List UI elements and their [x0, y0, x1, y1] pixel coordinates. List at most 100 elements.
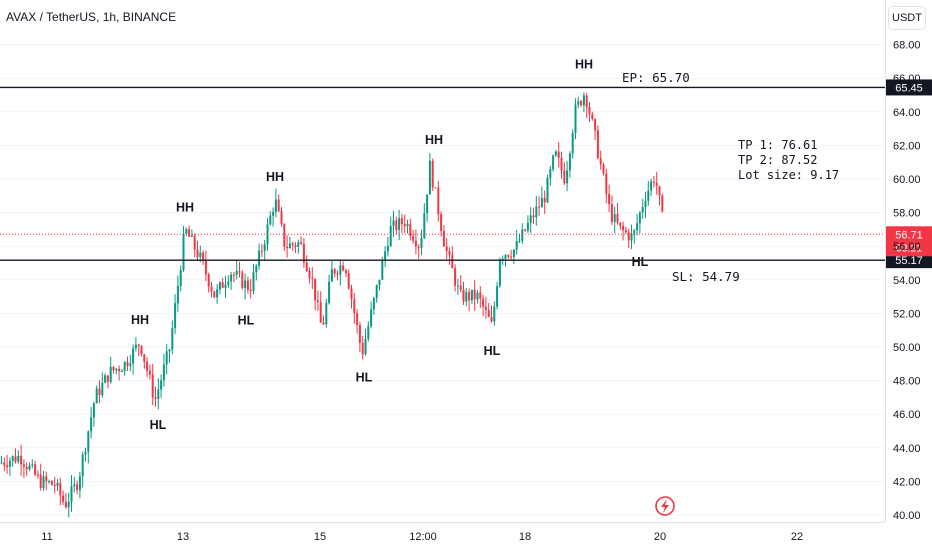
candle-body: [356, 313, 359, 325]
level-price-label: 65.45: [895, 82, 923, 94]
candle-body: [608, 193, 611, 205]
candle-body: [459, 285, 462, 290]
candle-body: [381, 260, 384, 280]
candle-body: [188, 229, 191, 237]
candle-body: [655, 182, 658, 187]
stop-loss-label: SL: 54.79: [672, 269, 740, 284]
candle-body: [409, 223, 412, 237]
candle-body: [126, 362, 129, 367]
candle-body: [406, 223, 409, 227]
candle-body: [496, 286, 499, 307]
candle-body: [521, 229, 524, 241]
candle-body: [255, 265, 258, 273]
candle-body: [454, 268, 457, 286]
candle-body: [518, 240, 521, 242]
candle-body: [347, 273, 350, 289]
candle-body: [557, 151, 560, 158]
candle-body: [350, 288, 353, 300]
candle-body: [193, 235, 196, 250]
candle-body: [370, 309, 373, 327]
candle-body: [616, 213, 619, 223]
candle-body: [134, 344, 137, 349]
higher-low-label: HL: [632, 255, 649, 269]
higher-high-label: HH: [266, 170, 284, 184]
candle-body: [465, 292, 468, 302]
price-tick-label: 46.00: [893, 409, 921, 421]
time-tick-label: 15: [314, 531, 326, 543]
candle-body: [277, 199, 280, 212]
candle-body: [45, 476, 48, 482]
currency-unit-button[interactable]: USDT: [888, 6, 926, 30]
candle-body: [73, 484, 76, 487]
candle-body: [137, 344, 140, 346]
higher-low-label: HL: [238, 314, 255, 328]
candle-body: [641, 206, 644, 213]
candle-body: [428, 160, 431, 195]
candle-body: [64, 501, 67, 508]
candle-body: [92, 403, 95, 418]
candle-body: [199, 252, 202, 258]
candle-body: [568, 153, 571, 171]
candle-body: [456, 285, 459, 287]
time-axis[interactable]: 11 13 15 12:00 18 20 22: [41, 531, 803, 543]
candle-body: [59, 482, 62, 496]
candle-body: [78, 476, 81, 491]
entry-price-label: EP: 65.70: [622, 70, 690, 85]
candle-body: [487, 309, 490, 317]
candle-body: [440, 214, 443, 231]
candle-body: [652, 181, 655, 183]
candle-body: [28, 465, 31, 470]
candle-body: [482, 298, 485, 307]
candle-body: [22, 464, 25, 467]
time-tick-label: 18: [519, 531, 531, 543]
candle-body: [610, 204, 613, 222]
candle-body: [25, 466, 28, 470]
candle-body: [344, 270, 347, 274]
candle-body: [627, 232, 630, 241]
candle-body: [398, 218, 401, 230]
candle-body: [420, 238, 423, 248]
candle-body: [384, 251, 387, 261]
candle-body: [238, 271, 241, 273]
candle-body: [294, 245, 297, 247]
candle-body: [423, 213, 426, 239]
candle-body: [636, 223, 639, 231]
candle-body: [272, 211, 275, 216]
candle-body: [588, 106, 591, 115]
candle-body: [414, 240, 417, 247]
candle-body: [644, 200, 647, 207]
candle-body: [395, 220, 398, 230]
bolt-icon[interactable]: [655, 496, 675, 516]
candle-body: [288, 243, 291, 249]
candle-body: [132, 348, 135, 364]
candle-body: [140, 345, 143, 355]
candle-body: [451, 254, 454, 269]
candle-body: [585, 95, 588, 107]
candle-body: [560, 157, 563, 171]
price-tick-label: 58.00: [893, 208, 921, 220]
price-axis[interactable]: 40.00 42.00 44.00 46.00 48.00 50.00 52.00 54.00…: [893, 40, 921, 522]
candle-body: [283, 223, 286, 247]
candle-body: [62, 495, 65, 502]
time-tick-label: 20: [654, 531, 666, 543]
grid: [0, 0, 886, 523]
candle-body: [574, 104, 577, 134]
candle-body: [129, 363, 132, 367]
candle-body: [316, 300, 319, 303]
symbol-title[interactable]: AVAX / TetherUS, 1h, BINANCE: [6, 10, 177, 24]
candle-body: [524, 229, 527, 231]
candle-body: [151, 374, 154, 398]
candle-body: [154, 397, 157, 399]
candle-body: [249, 289, 252, 291]
candle-body: [179, 269, 182, 286]
candle-body: [146, 361, 149, 371]
candle-body: [123, 362, 126, 372]
candle-body: [185, 229, 188, 234]
candle-body: [540, 197, 543, 208]
candle-body: [624, 230, 627, 233]
candle-body: [314, 278, 317, 301]
candle-body: [36, 474, 39, 476]
candle-body: [216, 289, 219, 298]
candle-body: [552, 155, 555, 170]
